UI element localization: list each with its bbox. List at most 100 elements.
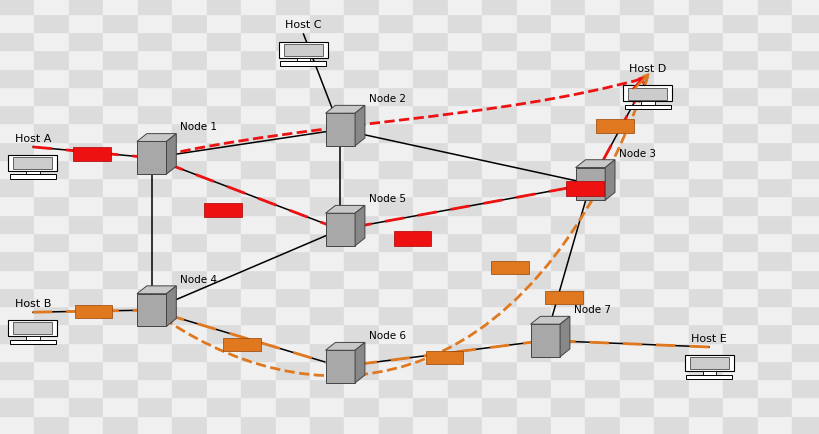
Bar bbox=[310, 69, 344, 88]
Bar bbox=[688, 325, 722, 343]
Bar bbox=[516, 361, 550, 379]
Bar bbox=[516, 15, 550, 33]
Bar bbox=[275, 179, 310, 197]
Bar bbox=[791, 51, 819, 69]
Polygon shape bbox=[8, 156, 57, 171]
Polygon shape bbox=[137, 142, 166, 174]
Polygon shape bbox=[559, 317, 569, 357]
Bar bbox=[275, 233, 310, 252]
Bar bbox=[275, 161, 310, 179]
Bar bbox=[275, 361, 310, 379]
Bar bbox=[619, 161, 654, 179]
Bar bbox=[757, 361, 791, 379]
Bar bbox=[757, 142, 791, 161]
Bar bbox=[545, 292, 582, 305]
Bar bbox=[757, 416, 791, 434]
Bar bbox=[791, 161, 819, 179]
Bar bbox=[172, 270, 206, 288]
Bar bbox=[654, 233, 688, 252]
Polygon shape bbox=[280, 62, 326, 66]
Bar bbox=[550, 233, 585, 252]
Bar bbox=[654, 124, 688, 142]
Bar bbox=[34, 233, 69, 252]
Bar bbox=[241, 33, 275, 51]
Bar bbox=[688, 379, 722, 398]
Bar bbox=[757, 215, 791, 233]
Bar bbox=[585, 0, 619, 15]
Bar bbox=[69, 33, 103, 51]
Polygon shape bbox=[13, 323, 52, 335]
Bar bbox=[275, 252, 310, 270]
Bar bbox=[550, 252, 585, 270]
Bar bbox=[482, 106, 516, 124]
Bar bbox=[206, 106, 241, 124]
Bar bbox=[344, 379, 378, 398]
Polygon shape bbox=[13, 158, 52, 170]
Bar bbox=[344, 88, 378, 106]
Bar bbox=[619, 325, 654, 343]
Bar bbox=[619, 69, 654, 88]
Bar bbox=[482, 306, 516, 325]
Bar bbox=[654, 361, 688, 379]
Bar bbox=[757, 179, 791, 197]
Bar bbox=[688, 361, 722, 379]
Bar bbox=[447, 270, 482, 288]
Polygon shape bbox=[278, 43, 328, 59]
Bar bbox=[413, 306, 447, 325]
Bar bbox=[688, 142, 722, 161]
Bar bbox=[482, 197, 516, 215]
Bar bbox=[482, 15, 516, 33]
Bar bbox=[172, 161, 206, 179]
Polygon shape bbox=[530, 317, 569, 325]
Bar bbox=[791, 379, 819, 398]
Bar bbox=[34, 361, 69, 379]
Bar bbox=[378, 233, 413, 252]
Bar bbox=[722, 343, 757, 361]
Bar bbox=[378, 416, 413, 434]
Bar bbox=[69, 88, 103, 106]
Bar bbox=[413, 33, 447, 51]
Bar bbox=[206, 416, 241, 434]
Bar bbox=[138, 197, 172, 215]
Polygon shape bbox=[325, 343, 364, 351]
Bar bbox=[344, 33, 378, 51]
Bar bbox=[241, 416, 275, 434]
Bar bbox=[550, 270, 585, 288]
Bar bbox=[310, 15, 344, 33]
Bar bbox=[413, 15, 447, 33]
Bar bbox=[447, 142, 482, 161]
Bar bbox=[172, 0, 206, 15]
Bar bbox=[241, 124, 275, 142]
Bar bbox=[241, 252, 275, 270]
Bar bbox=[757, 398, 791, 416]
Polygon shape bbox=[8, 321, 57, 336]
Bar bbox=[241, 306, 275, 325]
Bar bbox=[619, 343, 654, 361]
Polygon shape bbox=[702, 371, 715, 375]
Bar bbox=[69, 379, 103, 398]
Bar bbox=[516, 124, 550, 142]
Bar bbox=[103, 69, 138, 88]
Bar bbox=[204, 204, 242, 218]
Bar bbox=[344, 361, 378, 379]
Bar bbox=[275, 306, 310, 325]
Polygon shape bbox=[26, 171, 39, 175]
Bar bbox=[344, 215, 378, 233]
Bar bbox=[0, 233, 34, 252]
Bar bbox=[619, 88, 654, 106]
Bar bbox=[482, 416, 516, 434]
Bar bbox=[550, 197, 585, 215]
Bar bbox=[585, 416, 619, 434]
Bar bbox=[482, 252, 516, 270]
Bar bbox=[722, 306, 757, 325]
Bar bbox=[206, 343, 241, 361]
Bar bbox=[585, 215, 619, 233]
Bar bbox=[482, 179, 516, 197]
Bar bbox=[585, 15, 619, 33]
Bar bbox=[447, 33, 482, 51]
Bar bbox=[0, 0, 34, 15]
Bar bbox=[585, 379, 619, 398]
Bar bbox=[516, 69, 550, 88]
Bar bbox=[619, 398, 654, 416]
Bar bbox=[69, 179, 103, 197]
